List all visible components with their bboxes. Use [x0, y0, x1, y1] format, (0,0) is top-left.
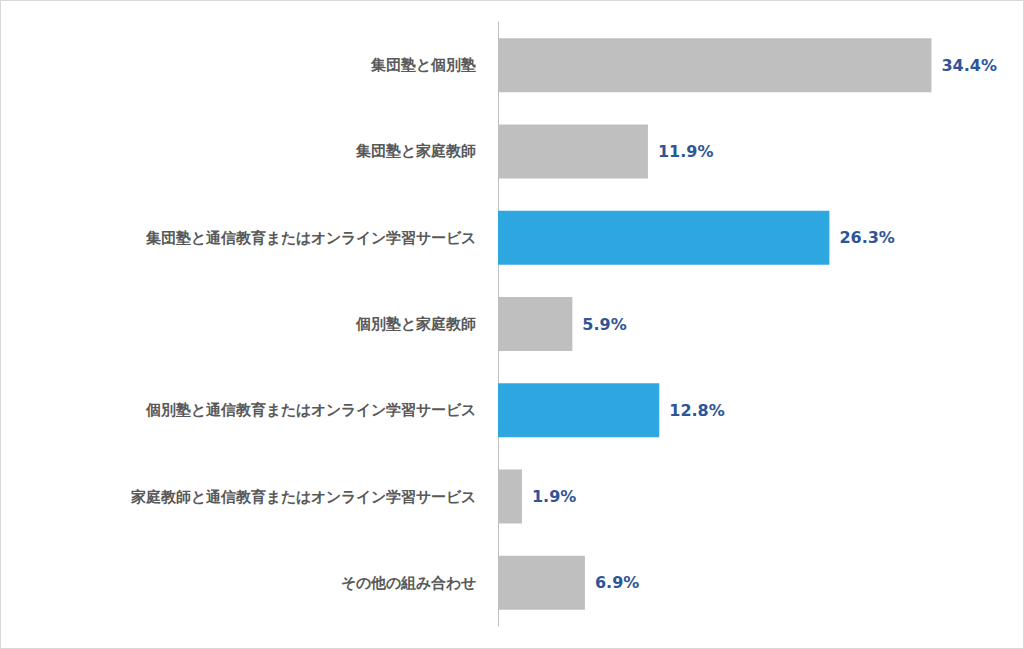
svg-text:集団塾と個別塾: 集団塾と個別塾: [370, 56, 476, 74]
svg-text:34.4%: 34.4%: [941, 56, 997, 75]
svg-text:家庭教師と通信教育またはオンライン学習サービス: 家庭教師と通信教育またはオンライン学習サービス: [130, 488, 476, 506]
svg-text:集団塾と家庭教師: 集団塾と家庭教師: [355, 142, 476, 160]
svg-text:6.9%: 6.9%: [595, 573, 639, 592]
svg-text:個別塾と家庭教師: 個別塾と家庭教師: [355, 315, 476, 333]
svg-text:その他の組み合わせ: その他の組み合わせ: [341, 574, 476, 592]
svg-text:26.3%: 26.3%: [839, 228, 895, 247]
svg-text:集団塾と通信教育またはオンライン学習サービス: 集団塾と通信教育またはオンライン学習サービス: [145, 229, 476, 247]
svg-text:12.8%: 12.8%: [669, 401, 725, 420]
svg-text:1.9%: 1.9%: [532, 487, 576, 506]
svg-text:5.9%: 5.9%: [582, 315, 626, 334]
svg-text:個別塾と通信教育またはオンライン学習サービス: 個別塾と通信教育またはオンライン学習サービス: [145, 401, 476, 419]
svg-text:11.9%: 11.9%: [658, 142, 714, 161]
